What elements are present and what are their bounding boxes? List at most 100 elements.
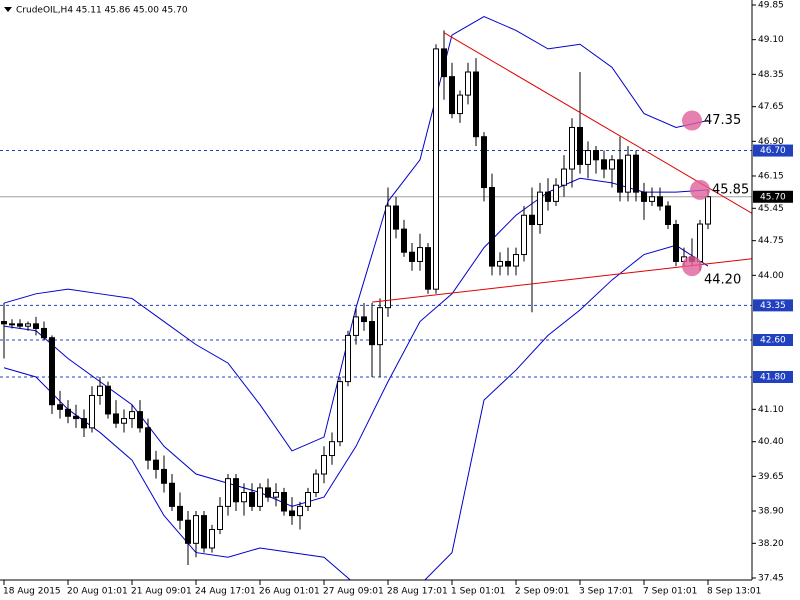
y-tick-label: 44.75	[758, 236, 784, 246]
price-label: 45.70	[760, 192, 786, 202]
candle-body	[201, 515, 207, 549]
candle-body	[593, 150, 599, 161]
candle-body	[233, 478, 239, 503]
plot-area: 47.35 45.85 44.20	[0, 15, 752, 580]
candle-body	[441, 48, 447, 78]
marker-label: 45.85	[712, 182, 749, 197]
level-label: 46.70	[760, 146, 786, 156]
candle-body	[321, 455, 327, 475]
candle-body	[369, 321, 375, 346]
y-tick-label: 41.10	[758, 405, 784, 415]
candle-body	[73, 415, 79, 420]
marker	[682, 110, 702, 131]
candle-body	[81, 418, 87, 429]
candle-body	[49, 337, 55, 406]
y-tick-label: 46.90	[758, 137, 784, 147]
candle-body	[241, 492, 247, 503]
candle-body	[153, 459, 159, 470]
candle-body	[585, 150, 591, 165]
candle-body	[129, 411, 135, 420]
y-tick-label: 44.00	[758, 271, 784, 281]
candle-body	[313, 473, 319, 494]
y-tick-label: 47.65	[758, 102, 784, 112]
candle-body	[25, 323, 31, 327]
candle-body	[41, 327, 47, 339]
candle-body	[257, 487, 263, 507]
candle-body	[401, 228, 407, 253]
x-tick-label: 28 Aug 17:01	[387, 587, 448, 597]
y-tick-label: 48.35	[758, 70, 784, 80]
candle-body	[297, 505, 303, 517]
candle-body	[145, 427, 151, 461]
candle-body	[553, 184, 559, 202]
candle-body	[409, 251, 415, 262]
level-label: 41.80	[760, 372, 786, 382]
candle-body	[385, 205, 391, 309]
candle-body	[225, 478, 231, 507]
band-middle	[3, 177, 709, 507]
marker-label: 44.20	[704, 273, 741, 288]
candle-body	[121, 418, 127, 424]
candle-body	[705, 196, 711, 225]
level-tag	[753, 144, 793, 157]
candle-body	[529, 214, 535, 225]
y-tick-label: 39.65	[758, 472, 784, 482]
candle-body	[377, 307, 383, 346]
candle-body	[105, 385, 111, 415]
candle-body	[169, 482, 175, 507]
y-tick-label: 37.45	[758, 574, 784, 584]
price-tag	[753, 190, 793, 203]
candle-body	[329, 441, 335, 457]
y-tick-label: 45.45	[758, 204, 784, 214]
candle-body	[337, 381, 343, 443]
x-tick-label: 26 Aug 01:01	[259, 587, 320, 597]
candle-body	[89, 394, 95, 429]
band-upper	[3, 15, 709, 452]
x-tick-label: 27 Aug 09:01	[323, 587, 384, 597]
candle-body	[449, 76, 455, 115]
x-tick-label: 3 Sep 17:01	[579, 587, 633, 597]
x-tick-label: 24 Aug 17:01	[195, 587, 256, 597]
candle-body	[185, 519, 191, 544]
candle-body	[57, 404, 63, 410]
marker-label: 47.35	[704, 113, 741, 128]
y-tick-label: 38.20	[758, 539, 784, 549]
candle-body	[497, 260, 503, 267]
y-tick-label: 38.90	[758, 506, 784, 516]
candle-body	[33, 323, 39, 329]
candle-body	[457, 94, 463, 115]
candle-body	[697, 223, 703, 262]
x-tick-label: 1 Sep 01:01	[451, 587, 505, 597]
candle-body	[473, 71, 479, 138]
candle-body	[1, 321, 7, 325]
candle-body	[561, 168, 567, 186]
candle-body	[433, 48, 439, 290]
candle-body	[209, 528, 215, 549]
level-tag	[753, 370, 793, 383]
candle-body	[9, 323, 15, 326]
candle-body	[641, 191, 647, 202]
level-label: 42.60	[760, 336, 786, 346]
candle-body	[393, 205, 399, 230]
axes: 49.85 49.10 48.35 47.65 46.90 46.15 45.45 44.75…	[3, 1, 793, 597]
candle-body	[609, 159, 615, 170]
level-label: 43.35	[760, 301, 786, 311]
candle-body	[65, 408, 71, 417]
candle-body	[361, 316, 367, 323]
candle-body	[505, 260, 511, 267]
candle-body	[161, 468, 167, 484]
candle-body	[345, 334, 351, 383]
x-tick-label: 20 Aug 01:01	[67, 587, 128, 597]
chart-title: CrudeOIL,H4 45.11 45.86 45.00 45.70	[16, 6, 188, 16]
x-tick-label: 7 Sep 01:01	[643, 587, 697, 597]
trendline-extension	[707, 258, 752, 265]
trendline	[443, 32, 709, 188]
candle-body	[657, 196, 663, 207]
marker	[690, 179, 710, 200]
x-tick-label: 2 Sep 09:01	[515, 587, 569, 597]
candle-body	[521, 214, 527, 256]
trendline	[371, 263, 709, 303]
candle-body	[17, 323, 23, 327]
